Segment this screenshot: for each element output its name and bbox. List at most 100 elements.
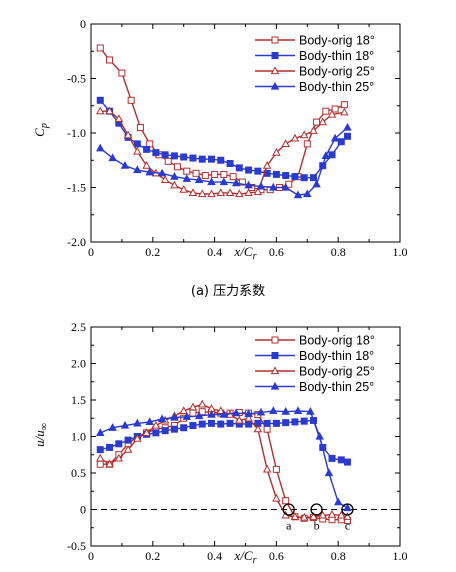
data-point [309, 512, 318, 520]
data-point [299, 512, 309, 521]
y-tick-label: -1.5 [67, 181, 86, 195]
data-point [253, 187, 263, 195]
data-point [161, 427, 169, 435]
data-point [343, 458, 351, 466]
data-point [157, 168, 167, 177]
data-point [188, 402, 198, 411]
data-point [272, 493, 281, 502]
data-point [328, 151, 336, 159]
data-point [235, 164, 243, 172]
data-point [182, 412, 192, 420]
data-point [272, 170, 280, 178]
data-point [211, 170, 219, 178]
legend-marker [271, 36, 279, 44]
data-point [290, 133, 300, 142]
data-point [164, 157, 172, 165]
data-point [188, 188, 198, 197]
legend-label: Body-orig 25° [299, 65, 375, 79]
data-point [226, 160, 234, 168]
separation-point-marker [310, 503, 323, 516]
data-point [303, 140, 311, 148]
data-point [160, 175, 170, 183]
x-tick-label: 1.0 [393, 245, 408, 259]
data-point [105, 459, 114, 468]
legend-marker [270, 81, 280, 90]
data-point [324, 468, 334, 477]
x-tick-label: 0.8 [331, 549, 346, 563]
data-point [127, 96, 135, 104]
data-point [106, 443, 114, 451]
data-point [231, 178, 241, 187]
data-point [123, 445, 133, 453]
legend-marker [271, 352, 279, 359]
data-point [152, 149, 160, 157]
legend-label: Body-thin 25° [299, 380, 374, 394]
y-axis-label: u/u∞ [32, 423, 50, 447]
data-point [114, 114, 124, 122]
data-point [226, 419, 234, 427]
data-point [337, 456, 345, 464]
data-point [272, 419, 280, 427]
data-point [244, 180, 253, 189]
y-tick-label: 1.0 [71, 430, 86, 444]
x-tick-label: 0.2 [145, 245, 160, 259]
x-tick-label: 0.2 [145, 549, 160, 563]
data-point [208, 419, 216, 427]
separation-point-label: b [314, 519, 320, 533]
data-point [201, 172, 209, 180]
data-point [216, 188, 226, 197]
data-point [145, 167, 154, 176]
y-axis-label-subscript: p [39, 123, 50, 129]
data-point [244, 188, 253, 197]
data-point [343, 122, 352, 131]
series-3 [96, 106, 349, 198]
data-point [282, 172, 290, 180]
series-line [99, 99, 348, 179]
y-tick-label: -2.0 [67, 235, 86, 249]
data-point [327, 509, 337, 518]
data-point [106, 56, 114, 64]
x-tick-label: 0.8 [331, 245, 346, 259]
data-point [96, 446, 104, 454]
data-point [207, 409, 216, 418]
data-point [96, 106, 105, 115]
data-point [299, 130, 309, 139]
y-tick-label: 1.5 [71, 393, 86, 407]
series-line [100, 410, 348, 509]
data-point [142, 161, 151, 169]
data-point [157, 414, 167, 423]
data-point [174, 163, 182, 171]
x-tick-label: 0.4 [207, 245, 222, 259]
data-point [133, 146, 142, 155]
separation-point-marker [341, 503, 354, 516]
y-tick-label: -0.5 [67, 72, 86, 86]
legend: Body-orig 18°Body-thin 18° Body-orig 25°B… [255, 334, 375, 394]
series-2 [96, 96, 351, 182]
data-point [238, 178, 246, 186]
data-point [108, 153, 117, 162]
data-point [291, 173, 299, 181]
data-point [151, 420, 161, 429]
data-point [145, 417, 154, 425]
data-point [229, 173, 237, 181]
data-point [120, 161, 130, 169]
data-point [272, 147, 281, 156]
data-point [96, 44, 104, 52]
data-point [343, 512, 352, 520]
data-point [293, 406, 303, 415]
legend-label: Body-thin 18° [299, 49, 374, 63]
x-axis-label: x/Cr [234, 244, 257, 262]
data-point [198, 155, 206, 163]
data-point [170, 180, 179, 189]
data-point [309, 126, 318, 134]
data-point [180, 153, 188, 161]
data-point [216, 406, 226, 415]
legend-label: Body-thin 25° [299, 80, 374, 94]
data-point [170, 412, 179, 421]
data-point [333, 497, 343, 506]
data-point [123, 130, 133, 139]
data-point [281, 407, 290, 415]
x-tick-label: 0.4 [207, 549, 222, 563]
data-point [133, 165, 142, 174]
data-point [194, 411, 204, 420]
